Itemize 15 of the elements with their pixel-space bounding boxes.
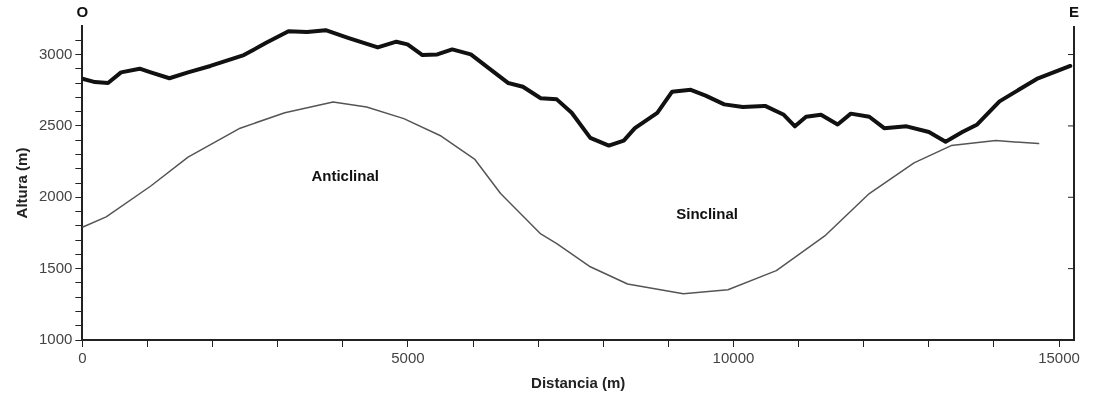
x-axis-title: Distancia (m) — [531, 374, 626, 392]
annotation: Anticlinal — [311, 166, 379, 184]
y-tick-label: 1500 — [38, 258, 73, 276]
text: E — [1068, 2, 1080, 20]
y-axis-title: Altura (m) — [13, 147, 31, 219]
x-tick-label: 15000 — [1038, 349, 1080, 367]
x-tick-label: 0 — [78, 349, 87, 367]
x-tick-label: 5000 — [391, 349, 425, 367]
text: O — [76, 2, 89, 20]
y-tick-label: 2000 — [38, 187, 73, 205]
x-tick-label: 10000 — [712, 349, 755, 367]
annotation: Sinclinal — [676, 204, 738, 222]
y-tick-label: 2500 — [38, 116, 73, 134]
y-tick-label: 1000 — [38, 330, 73, 348]
y-tick-label: 3000 — [38, 44, 73, 62]
